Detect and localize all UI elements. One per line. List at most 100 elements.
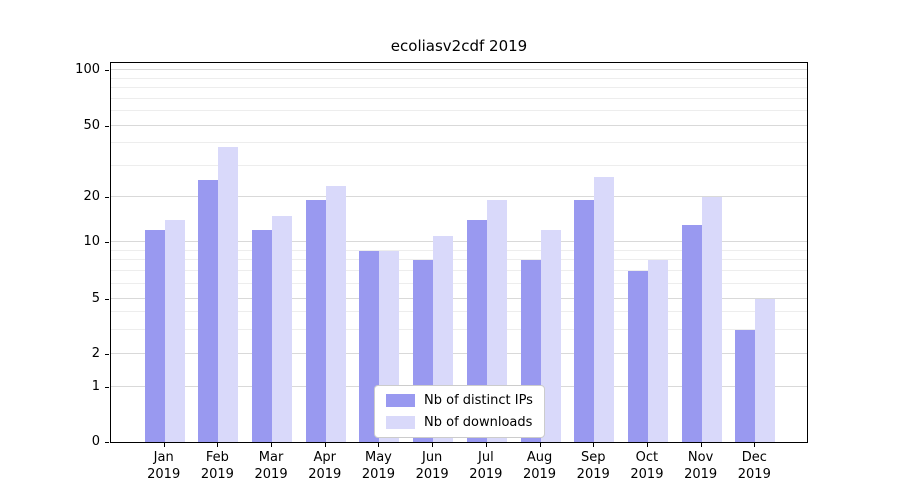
y-tick-label-10: 10 — [83, 234, 100, 249]
x-tick-label-oct: Oct 2019 — [619, 450, 675, 484]
x-tick-month: Nov — [687, 450, 714, 465]
x-tick-mark-apr — [324, 443, 326, 447]
x-tick-label-jul: Jul 2019 — [458, 450, 514, 484]
gridline-20 — [111, 196, 807, 197]
y-tick-label-2: 2 — [91, 346, 100, 361]
gridline-8 — [111, 259, 807, 261]
y-tick-mark-2 — [105, 354, 109, 355]
y-tick-mark-1 — [105, 387, 109, 388]
x-tick-label-jan: Jan 2019 — [136, 450, 192, 484]
x-tick-label-sep: Sep 2019 — [565, 450, 621, 484]
y-tick-mark-100 — [105, 70, 109, 71]
bar-nb-of-downloads-jan — [164, 220, 185, 442]
bar-nb-of-downloads-jul — [486, 200, 507, 442]
gridline-70 — [111, 97, 807, 99]
x-tick-year: 2019 — [254, 466, 288, 482]
legend-swatch-distinct-ips — [386, 394, 415, 407]
gridline-60 — [111, 110, 807, 112]
bar-nb-of-downloads-nov — [701, 197, 722, 442]
gridline-5 — [111, 298, 807, 299]
x-tick-mark-oct — [646, 443, 648, 447]
gridline-80 — [111, 87, 807, 89]
bar-nb-of-distinct-ips-dec — [735, 329, 756, 442]
x-tick-year: 2019 — [308, 466, 342, 482]
x-tick-month: Feb — [205, 450, 229, 465]
chart-title: ecoliasv2cdf 2019 — [390, 37, 528, 55]
bar-nb-of-distinct-ips-jan — [144, 230, 165, 442]
bar-nb-of-downloads-dec — [755, 299, 776, 442]
gridline-2 — [111, 353, 807, 354]
x-tick-mark-nov — [700, 443, 702, 447]
bar-nb-of-distinct-ips-oct — [627, 271, 648, 442]
x-tick-mark-jun — [432, 443, 434, 447]
x-tick-mark-may — [378, 443, 380, 447]
x-tick-mark-mar — [271, 443, 273, 447]
x-tick-month: Mar — [258, 450, 284, 465]
y-tick-mark-10 — [105, 242, 109, 243]
x-tick-month: Apr — [313, 450, 337, 465]
y-tick-mark-20 — [105, 197, 109, 198]
gridline-4 — [111, 311, 807, 313]
bar-nb-of-downloads-aug — [540, 230, 561, 442]
y-tick-mark-50 — [105, 126, 109, 127]
gridline-7 — [111, 270, 807, 272]
x-tick-year: 2019 — [415, 466, 449, 482]
y-tick-mark-5 — [105, 299, 109, 300]
x-tick-label-nov: Nov 2019 — [673, 450, 729, 484]
x-tick-mark-jan — [163, 443, 165, 447]
y-tick-label-1: 1 — [91, 379, 100, 394]
bar-nb-of-downloads-mar — [272, 215, 293, 442]
x-tick-year: 2019 — [684, 466, 718, 482]
plot-area: Nb of distinct IPs Nb of downloads — [110, 62, 808, 443]
x-tick-mark-sep — [593, 443, 595, 447]
gridline-10 — [111, 241, 807, 242]
bar-nb-of-downloads-oct — [647, 260, 668, 442]
legend-swatch-downloads — [386, 416, 415, 429]
x-tick-year: 2019 — [630, 466, 664, 482]
x-tick-mark-aug — [539, 443, 541, 447]
gridline-40 — [111, 142, 807, 144]
gridline-50 — [111, 125, 807, 126]
gridline-90 — [111, 77, 807, 79]
y-tick-label-20: 20 — [83, 189, 100, 204]
x-tick-label-may: May 2019 — [350, 450, 406, 484]
x-tick-year: 2019 — [522, 466, 557, 482]
y-tick-label-0: 0 — [91, 434, 100, 449]
x-tick-year: 2019 — [200, 466, 234, 482]
x-tick-label-aug: Aug 2019 — [512, 450, 568, 484]
x-tick-year: 2019 — [361, 466, 395, 482]
x-tick-label-feb: Feb 2019 — [189, 450, 245, 484]
legend-label-distinct-ips: Nb of distinct IPs — [424, 393, 533, 408]
bar-nb-of-distinct-ips-mar — [252, 230, 273, 442]
x-tick-month: Jul — [478, 450, 494, 465]
gridline-3 — [111, 328, 807, 330]
x-tick-year: 2019 — [469, 466, 503, 482]
y-tick-label-100: 100 — [75, 62, 100, 77]
x-tick-month: May — [365, 450, 392, 465]
legend-item-downloads: Nb of downloads — [386, 415, 533, 430]
x-tick-year: 2019 — [737, 466, 771, 482]
x-tick-month: Oct — [635, 450, 659, 465]
y-tick-mark-0 — [105, 442, 109, 443]
x-tick-month: Sep — [580, 450, 606, 465]
gridline-30 — [111, 164, 807, 166]
x-tick-mark-feb — [217, 443, 219, 447]
bar-nb-of-distinct-ips-nov — [681, 224, 702, 442]
x-tick-label-jun: Jun 2019 — [404, 450, 460, 484]
bar-nb-of-downloads-sep — [594, 176, 615, 442]
bar-nb-of-distinct-ips-apr — [305, 200, 326, 442]
y-tick-label-5: 5 — [91, 291, 100, 306]
legend-label-downloads: Nb of downloads — [424, 415, 533, 430]
bar-nb-of-downloads-feb — [218, 147, 239, 442]
x-tick-label-dec: Dec 2019 — [726, 450, 782, 484]
bar-nb-of-distinct-ips-sep — [574, 200, 595, 442]
x-tick-month: Dec — [741, 450, 767, 465]
x-tick-mark-dec — [754, 443, 756, 447]
gridline-100 — [111, 69, 807, 70]
x-tick-year: 2019 — [576, 466, 610, 482]
x-tick-year: 2019 — [147, 466, 181, 482]
legend: Nb of distinct IPs Nb of downloads — [374, 385, 545, 438]
gridline-6 — [111, 283, 807, 285]
legend-item-distinct-ips: Nb of distinct IPs — [386, 393, 533, 408]
